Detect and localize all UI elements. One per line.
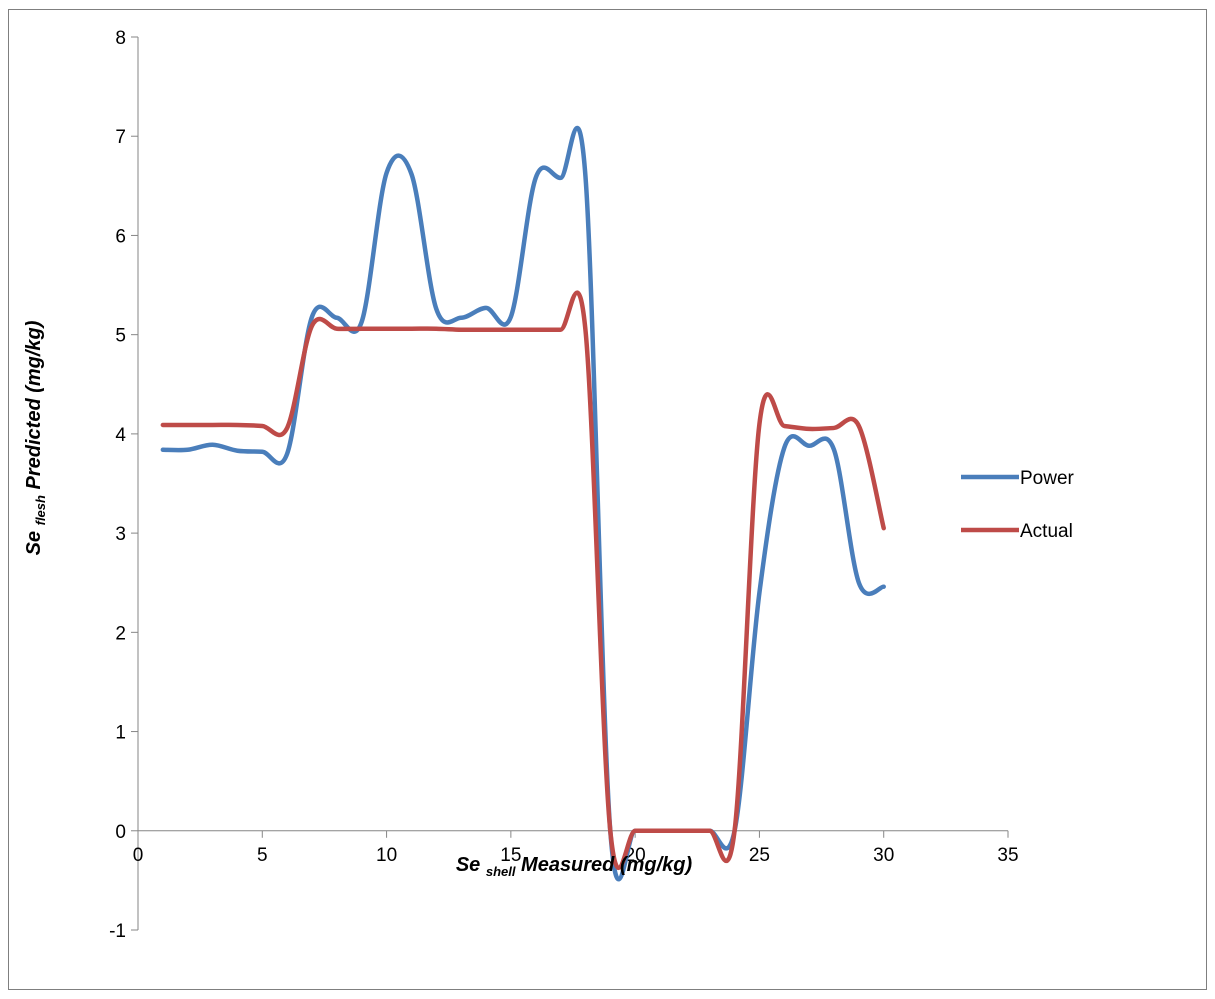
data-point-actual [534,328,538,332]
data-point-actual [757,422,761,426]
y-tick-label: 6 [115,226,126,247]
data-point-actual [782,424,786,428]
chart-area [8,9,1207,990]
data-point-power [434,307,438,311]
y-axis-title-prefix: Se [23,525,45,555]
data-point-power [335,316,339,320]
data-point-actual [211,423,215,427]
data-point-actual [882,526,886,530]
legend: Power Actual [961,468,1075,542]
data-point-actual [260,424,264,428]
data-point-power [559,176,563,180]
legend-label-power: Power [1020,468,1075,489]
data-point-actual [484,328,488,332]
series-line-actual [160,290,886,871]
x-tick-label: 10 [376,845,397,866]
data-point-actual [434,327,438,331]
data-point-actual [509,328,513,332]
data-point-actual [285,426,289,430]
data-point-actual [857,424,861,428]
x-axis-title: Se shell Measured (mg/kg) [456,854,693,881]
data-point-power [211,443,215,447]
data-point-actual [335,327,339,331]
plot-series [160,125,886,882]
series-line-power [160,125,886,882]
data-point-actual [708,829,712,833]
legend-label-actual: Actual [1020,521,1073,542]
data-point-power [260,450,264,454]
data-point-actual [385,327,389,331]
y-axis-title-suffix: Predicted (mg/kg) [23,320,45,489]
data-point-power [409,172,413,176]
x-tick-label: 15 [500,845,521,866]
data-point-actual [360,327,364,331]
data-point-power [235,449,239,453]
y-tick-label: -1 [109,921,126,942]
y-tick-label: 5 [115,326,126,347]
data-point-power [757,591,761,595]
x-tick-label: 30 [873,845,894,866]
data-point-actual [186,423,190,427]
data-point-power [310,315,314,319]
data-point-actual [161,423,165,427]
data-point-power [882,585,886,589]
x-axis-title-suffix: Measured (mg/kg) [521,854,692,876]
data-point-actual [733,829,737,833]
x-axis-title-subscript: shell [486,864,516,879]
data-point-power [583,174,587,178]
y-tick-label: 1 [115,723,126,744]
data-point-actual [658,829,662,833]
x-tick-label: 5 [257,845,268,866]
data-point-actual [310,324,314,328]
data-point-actual [608,829,612,833]
y-tick-label: 0 [115,822,126,843]
x-axis-title-prefix: Se [456,854,486,876]
data-point-actual [559,328,563,332]
data-point-power [161,448,165,452]
data-point-power [459,316,463,320]
data-point-actual [459,328,463,332]
data-point-power [807,444,811,448]
data-point-actual [409,327,413,331]
data-point-power [534,176,538,180]
data-point-actual [832,426,836,430]
y-tick-label: 2 [115,623,126,644]
data-point-power [509,315,513,319]
x-tick-label: 0 [133,845,144,866]
y-tick-label: 8 [115,28,126,49]
data-point-actual [633,829,637,833]
data-point-actual [235,423,239,427]
data-point-power [782,446,786,450]
data-point-actual [807,427,811,431]
data-point-power [484,306,488,310]
data-point-power [857,581,861,585]
y-axis-title: Se flesh Predicted (mg/kg) [23,320,50,555]
data-point-power [360,320,364,324]
data-point-power [385,171,389,175]
y-tick-label: 3 [115,524,126,545]
data-point-actual [683,829,687,833]
data-point-actual [583,328,587,332]
data-point-power [832,448,836,452]
y-axis-title-subscript: flesh [33,495,48,525]
x-tick-label: 25 [749,845,770,866]
y-tick-label: 7 [115,127,126,148]
x-tick-label: 35 [997,845,1018,866]
data-point-power [186,448,190,452]
data-point-power [285,452,289,456]
y-tick-label: 4 [115,425,126,446]
